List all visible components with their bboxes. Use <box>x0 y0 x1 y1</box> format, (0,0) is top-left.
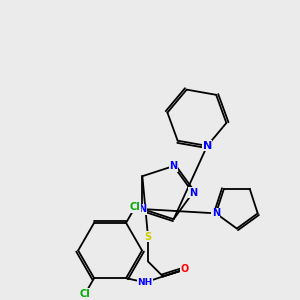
Text: N: N <box>138 204 146 214</box>
Text: N: N <box>189 188 197 198</box>
Text: O: O <box>181 264 189 274</box>
Text: N: N <box>202 141 212 151</box>
Text: N: N <box>212 208 220 218</box>
Text: NH: NH <box>137 278 153 287</box>
Text: N: N <box>169 161 178 171</box>
Text: S: S <box>144 232 152 242</box>
Text: Cl: Cl <box>80 289 91 299</box>
Text: Cl: Cl <box>130 202 140 212</box>
